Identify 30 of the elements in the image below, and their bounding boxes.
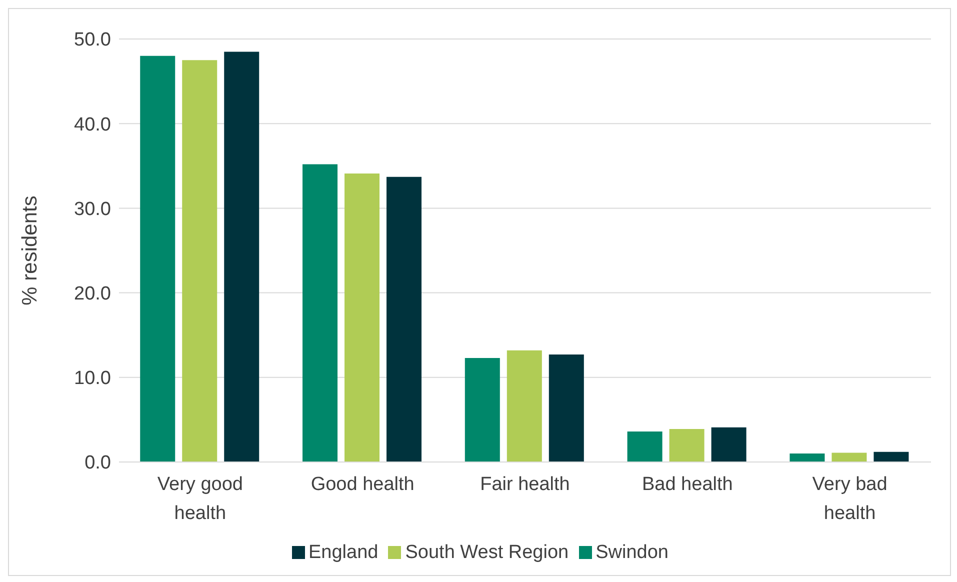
y-axis-title: % residents	[18, 196, 42, 306]
bar	[224, 52, 260, 462]
bar	[548, 354, 584, 462]
y-tick-label: 10.0	[74, 368, 111, 390]
legend-label: England	[308, 542, 378, 563]
y-tick-label: 20.0	[74, 284, 111, 305]
x-tick-label: Fair health	[480, 474, 570, 495]
bar	[711, 427, 746, 462]
bar	[344, 174, 380, 462]
x-tick-label: Very bad health	[812, 474, 888, 524]
bar	[627, 432, 662, 462]
y-tick-label: 30.0	[74, 198, 111, 220]
bar	[669, 429, 704, 462]
bar	[832, 452, 867, 462]
bar	[182, 60, 218, 462]
x-tick-label: Bad health	[642, 474, 733, 495]
bar	[506, 350, 542, 462]
y-tick-label: 50.0	[74, 30, 111, 51]
bar	[464, 358, 500, 462]
x-tick-label: Very good health	[157, 474, 243, 524]
x-tick-label: Good health	[310, 474, 414, 495]
y-tick-label: 40.0	[74, 114, 111, 136]
bar	[140, 56, 176, 462]
bar	[386, 176, 422, 462]
bar	[790, 454, 825, 462]
legend-label: Swindon	[596, 542, 668, 563]
legend-label: South West Region	[405, 542, 569, 563]
bar	[302, 164, 338, 462]
bar	[874, 452, 909, 462]
y-tick-label: 0.0	[84, 452, 111, 474]
